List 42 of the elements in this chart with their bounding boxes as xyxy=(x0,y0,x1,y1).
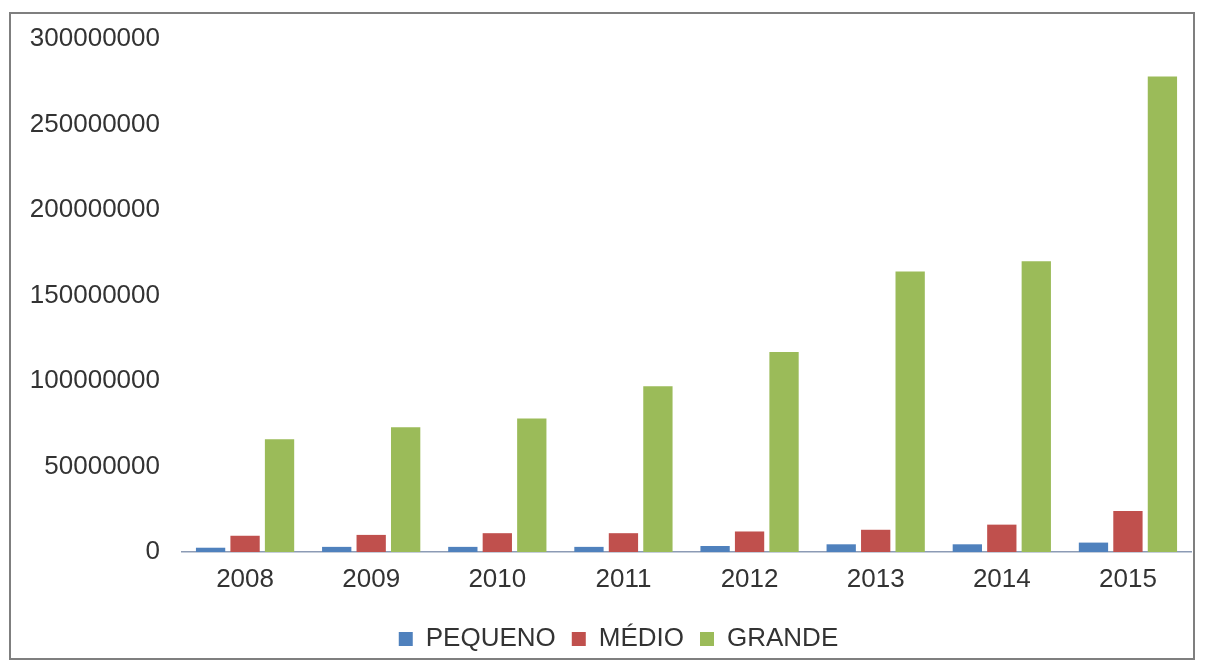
y-tick-label: 150000000 xyxy=(29,278,160,309)
bar xyxy=(230,535,260,552)
bar xyxy=(608,533,639,552)
bar xyxy=(643,386,673,552)
bar xyxy=(264,439,295,552)
x-tick-label: 2013 xyxy=(846,562,905,593)
y-tick-label: 250000000 xyxy=(29,107,160,138)
bar xyxy=(1113,510,1143,552)
bar xyxy=(1021,261,1051,552)
legend-label: MÉDIO xyxy=(598,622,685,653)
bar xyxy=(448,546,478,552)
bar xyxy=(322,546,352,552)
bar xyxy=(482,533,512,552)
y-tick-label: 0 xyxy=(145,535,160,566)
x-tick-label: 2009 xyxy=(342,562,401,593)
x-tick-label: 2011 xyxy=(595,562,652,593)
bar xyxy=(517,418,547,552)
x-tick-label: 2012 xyxy=(720,562,779,593)
y-tick-label: 200000000 xyxy=(29,193,160,224)
x-tick-label: 2014 xyxy=(972,562,1031,593)
legend-label: GRANDE xyxy=(727,622,839,653)
bar xyxy=(1147,76,1178,552)
bar xyxy=(987,524,1017,552)
x-tick-label: 2008 xyxy=(216,562,274,593)
bar xyxy=(391,427,421,552)
y-tick-label: 50000000 xyxy=(44,449,160,480)
bar xyxy=(895,271,925,552)
bar xyxy=(769,351,799,552)
legend-label: PEQUENO xyxy=(425,622,556,653)
bar xyxy=(1078,542,1109,552)
bar xyxy=(356,534,386,552)
bar xyxy=(734,531,765,552)
y-tick-label: 300000000 xyxy=(29,22,160,53)
bar xyxy=(826,544,856,552)
bar xyxy=(952,544,982,552)
x-tick-label: 2015 xyxy=(1099,562,1157,593)
bar xyxy=(700,546,730,552)
bar xyxy=(195,547,226,552)
bar xyxy=(574,546,604,552)
y-tick-label: 100000000 xyxy=(29,364,160,395)
bar xyxy=(861,529,891,552)
x-tick-label: 2010 xyxy=(468,562,527,593)
